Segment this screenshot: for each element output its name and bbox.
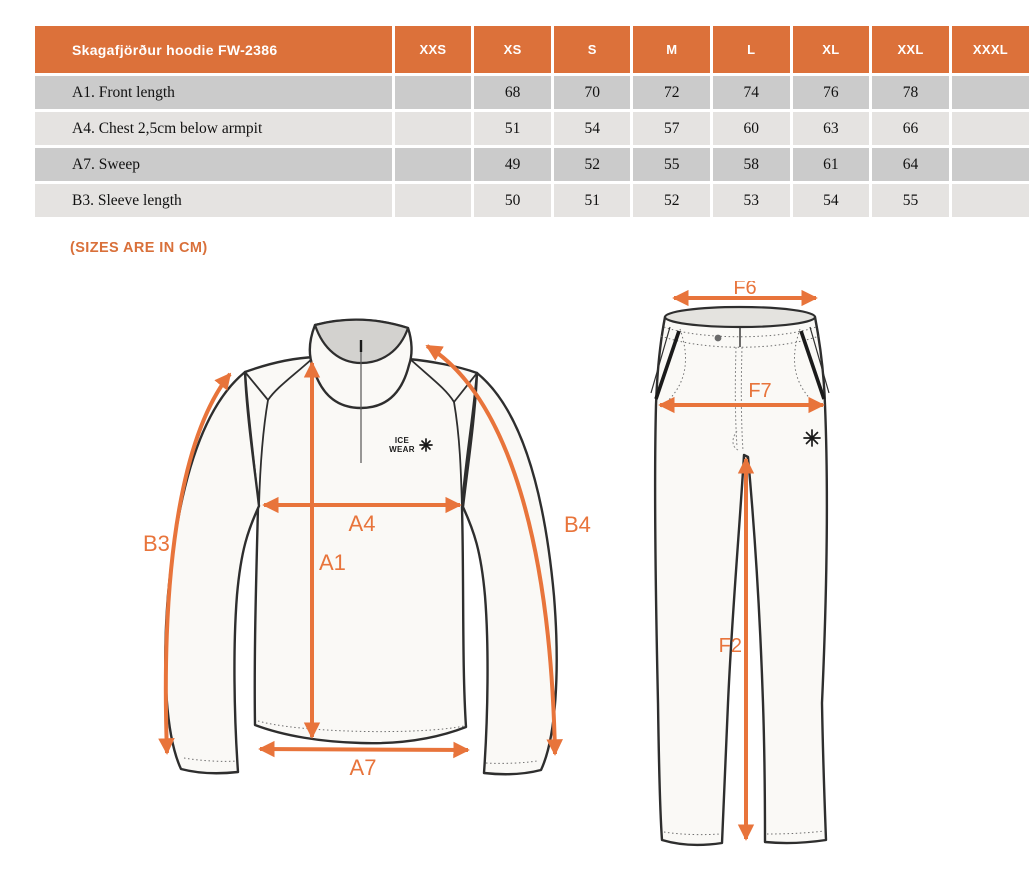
hoodie-measurement-diagram: ICE WEAR B3 A1 A4 B4 A7 <box>143 318 591 780</box>
size-value-cell: 52 <box>633 184 711 217</box>
hoodie-cuff-stitching-right <box>485 760 538 764</box>
pants-fly-hook-stitch <box>732 430 739 451</box>
label-a1: A1 <box>319 550 346 575</box>
size-header-xl: XL <box>792 26 870 73</box>
brand-snowflake-icon <box>419 438 433 452</box>
size-value-cell: 72 <box>633 76 711 109</box>
pants-fly-stitch-right <box>740 346 744 452</box>
size-header-xxxl: XXXL <box>951 26 1029 73</box>
label-f6: F6 <box>733 281 756 299</box>
size-value-cell: 54 <box>553 112 631 145</box>
size-value-cell: 66 <box>872 112 949 145</box>
pants-pocket-welt-right <box>799 330 826 400</box>
pants-pocket-edge-left <box>650 326 671 394</box>
size-value-cell: 78 <box>872 76 949 109</box>
brand-logo-text-line1: ICE <box>395 436 410 445</box>
size-value-cell: 74 <box>713 76 790 109</box>
brand-logo-text-line2: WEAR <box>389 445 415 454</box>
size-header-l: L <box>713 26 790 73</box>
size-header-xs: XS <box>474 26 551 73</box>
hoodie-hem-stitching <box>257 720 465 733</box>
pants-pocket-welt-left <box>654 330 681 400</box>
brand-snowflake-icon <box>803 429 821 447</box>
size-value-cell: 68 <box>474 76 551 109</box>
size-value-cell: 51 <box>474 112 551 145</box>
size-value-cell: 55 <box>633 148 711 181</box>
size-value-cell <box>394 76 472 109</box>
table-row-front-length: A1. Front length 68 70 72 74 76 78 <box>35 76 1029 109</box>
units-note: (SIZES ARE IN CM) <box>70 240 208 256</box>
hoodie-shoulder-seam-left <box>244 371 269 401</box>
measurement-label: A1. Front length <box>35 76 392 109</box>
size-header-xxl: XXL <box>872 26 949 73</box>
size-value-cell: 60 <box>713 112 790 145</box>
label-b3: B3 <box>143 531 170 556</box>
label-f7: F7 <box>748 380 771 402</box>
size-value-cell <box>951 148 1029 181</box>
size-value-cell: 63 <box>792 112 870 145</box>
pants-button <box>714 334 722 342</box>
table-row-sleeve-length: B3. Sleeve length 50 51 52 53 54 55 <box>35 184 1029 217</box>
arrow-b3-sleeve-left <box>158 372 232 755</box>
size-value-cell: 76 <box>792 76 870 109</box>
label-a4: A4 <box>349 511 376 536</box>
product-title: Skagafjörður hoodie FW-2386 <box>35 26 392 73</box>
pants-measurement-diagram: F6 F7 F2 <box>650 281 830 847</box>
pants-body <box>653 315 829 847</box>
size-value-cell <box>951 112 1029 145</box>
size-value-cell <box>951 184 1029 217</box>
size-value-cell: 64 <box>872 148 949 181</box>
pants-waist-opening <box>663 305 817 329</box>
size-value-cell: 51 <box>553 184 631 217</box>
size-header-m: M <box>633 26 711 73</box>
size-header-xxs: XXS <box>394 26 472 73</box>
measurement-label: A7. Sweep <box>35 148 392 181</box>
size-header-s: S <box>553 26 631 73</box>
size-chart-table: Skagafjörður hoodie FW-2386 XXS XS S M L… <box>32 23 1032 220</box>
table-row-sweep: A7. Sweep 49 52 55 58 61 64 <box>35 148 1029 181</box>
size-value-cell: 52 <box>553 148 631 181</box>
size-value-cell <box>951 76 1029 109</box>
size-value-cell: 61 <box>792 148 870 181</box>
size-value-cell: 58 <box>713 148 790 181</box>
size-value-cell <box>394 184 472 217</box>
table-row-chest: A4. Chest 2,5cm below armpit 51 54 57 60… <box>35 112 1029 145</box>
size-value-cell: 54 <box>792 184 870 217</box>
size-value-cell: 53 <box>713 184 790 217</box>
label-b4: B4 <box>564 512 591 537</box>
size-value-cell: 50 <box>474 184 551 217</box>
hoodie-raglan-seam-left <box>258 357 314 506</box>
size-chart-header-row: Skagafjörður hoodie FW-2386 XXS XS S M L… <box>35 26 1029 73</box>
size-value-cell: 55 <box>872 184 949 217</box>
size-value-cell: 49 <box>474 148 551 181</box>
arrow-a7-sweep <box>258 740 470 759</box>
measurement-label: A4. Chest 2,5cm below armpit <box>35 112 392 145</box>
arrow-b4-sleeve-right <box>425 344 563 756</box>
size-value-cell: 70 <box>553 76 631 109</box>
pants-cuff-stitch-right <box>766 830 825 835</box>
pants-cuff-stitch-left <box>663 831 721 836</box>
hoodie-sleeve-right <box>461 371 558 776</box>
label-a7: A7 <box>350 755 377 780</box>
hoodie-sleeve-left <box>164 370 261 775</box>
measurement-label: B3. Sleeve length <box>35 184 392 217</box>
label-f2: F2 <box>719 635 742 657</box>
hoodie-cuff-stitching-left <box>183 757 238 762</box>
size-value-cell <box>394 112 472 145</box>
size-value-cell <box>394 148 472 181</box>
size-value-cell: 57 <box>633 112 711 145</box>
pants-pocket-edge-right <box>809 326 830 394</box>
